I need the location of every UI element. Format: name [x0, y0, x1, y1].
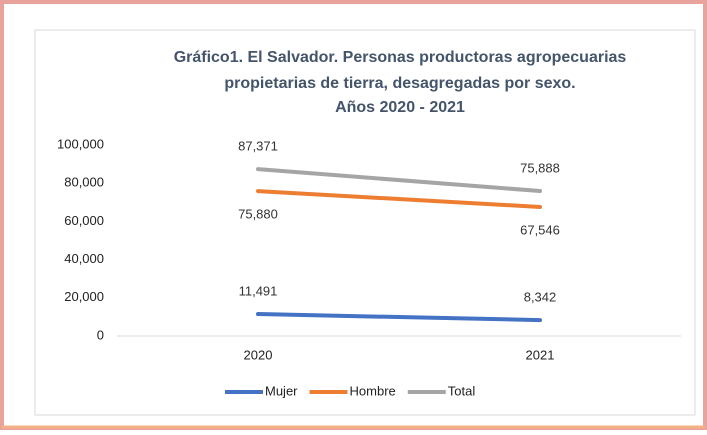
x-tick-label: 2021	[526, 347, 555, 362]
legend-label: Mujer	[265, 383, 298, 398]
x-tick-label: 2020	[244, 347, 273, 362]
y-tick-label: 20,000	[64, 289, 104, 304]
legend-label: Total	[448, 383, 476, 398]
chart-panel	[34, 29, 696, 416]
y-tick-label: 80,000	[64, 175, 104, 190]
y-tick-label: 40,000	[64, 251, 104, 266]
data-label: 8,342	[524, 290, 557, 305]
chart-title: propietarias de tierra, desagregadas por…	[224, 75, 575, 92]
y-tick-label: 60,000	[64, 213, 104, 228]
data-label: 75,880	[238, 207, 278, 222]
chart-title: Gráfico1. El Salvador. Personas producto…	[174, 49, 627, 66]
y-tick-label: 100,000	[57, 136, 104, 151]
data-label: 11,491	[239, 283, 278, 298]
data-label: 67,546	[520, 222, 560, 237]
data-label: 87,371	[238, 139, 278, 154]
data-label: 75,888	[520, 160, 560, 175]
line-series	[256, 167, 542, 194]
chart-title: Años 2020 - 2021	[335, 99, 465, 116]
line-series	[256, 189, 542, 209]
legend-label: Hombre	[350, 383, 396, 398]
y-tick-label: 0	[97, 327, 104, 342]
line-series	[256, 312, 542, 323]
